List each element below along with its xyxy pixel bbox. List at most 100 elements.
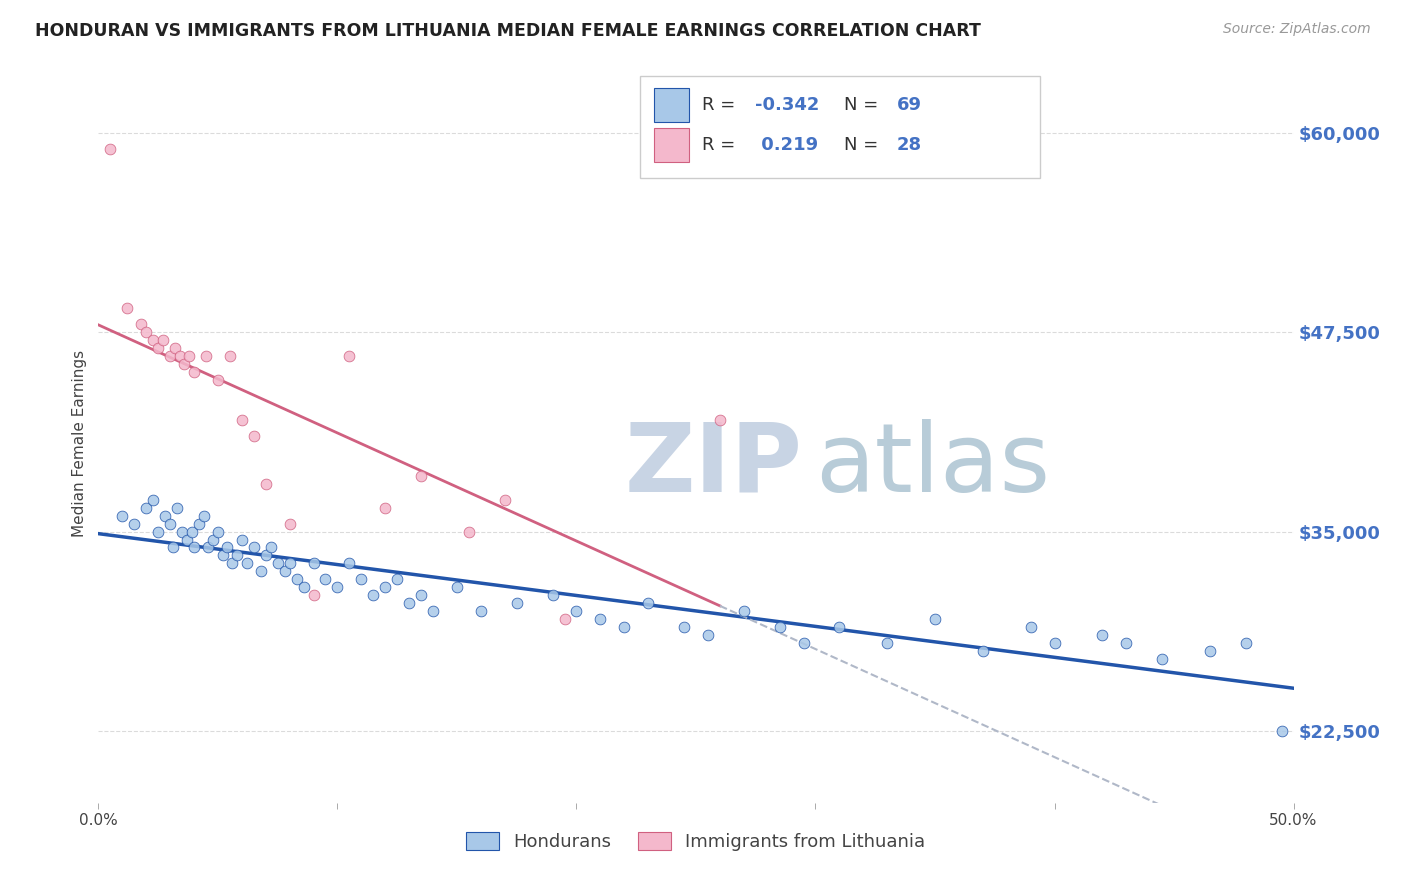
Point: [709, 413, 731, 427]
Point: [411, 588, 433, 602]
Point: [193, 508, 215, 523]
Point: [250, 565, 273, 579]
Point: [243, 429, 266, 443]
Point: [541, 588, 564, 602]
Point: [98, 142, 122, 156]
Point: [195, 349, 218, 363]
Point: [285, 573, 308, 587]
Point: [207, 373, 229, 387]
Point: [1152, 652, 1174, 666]
Text: R =: R =: [702, 96, 741, 114]
Point: [339, 349, 361, 363]
Point: [231, 533, 253, 547]
Point: [302, 557, 325, 571]
Point: [350, 573, 373, 587]
Point: [565, 604, 588, 618]
Point: [162, 541, 184, 555]
Point: [876, 636, 898, 650]
Point: [315, 573, 337, 587]
Y-axis label: Median Female Earnings: Median Female Earnings: [72, 351, 87, 537]
Point: [733, 604, 755, 618]
Point: [470, 604, 492, 618]
Point: [411, 468, 433, 483]
Point: [673, 620, 696, 634]
Point: [374, 500, 396, 515]
Text: R =: R =: [702, 136, 741, 154]
Point: [613, 620, 636, 634]
Point: [183, 541, 205, 555]
Point: [278, 557, 301, 571]
Point: [697, 628, 720, 642]
Point: [554, 612, 576, 626]
Point: [972, 644, 994, 658]
Text: 0.219: 0.219: [755, 136, 818, 154]
Point: [1271, 724, 1294, 739]
Text: N =: N =: [844, 96, 883, 114]
Point: [207, 524, 229, 539]
Point: [172, 524, 194, 539]
Point: [231, 413, 253, 427]
Point: [148, 524, 170, 539]
Point: [226, 549, 249, 563]
Point: [1199, 644, 1222, 658]
Point: [173, 357, 195, 371]
Point: [111, 508, 134, 523]
Point: [924, 612, 946, 626]
Point: [589, 612, 612, 626]
Point: [769, 620, 792, 634]
Point: [163, 341, 186, 355]
Text: ZIP: ZIP: [624, 419, 803, 512]
Point: [374, 580, 396, 594]
Point: [166, 500, 188, 515]
Point: [159, 516, 181, 531]
Text: -0.342: -0.342: [755, 96, 820, 114]
Point: [243, 541, 266, 555]
Point: [183, 365, 205, 379]
Point: [793, 636, 815, 650]
Point: [124, 516, 146, 531]
Point: [179, 349, 201, 363]
Point: [152, 333, 174, 347]
Point: [494, 492, 516, 507]
Point: [219, 349, 242, 363]
Point: [398, 596, 420, 610]
Point: [1091, 628, 1114, 642]
Point: [142, 333, 165, 347]
Point: [326, 580, 349, 594]
Point: [259, 541, 281, 555]
Point: [1043, 636, 1066, 650]
Point: [115, 301, 138, 315]
Point: [197, 541, 219, 555]
Point: [1019, 620, 1042, 634]
Point: [187, 516, 209, 531]
Point: [267, 557, 290, 571]
Text: atlas: atlas: [815, 419, 1050, 512]
Point: [180, 524, 202, 539]
Point: [155, 508, 177, 523]
Point: [385, 573, 409, 587]
Point: [458, 524, 481, 539]
Point: [176, 533, 198, 547]
Point: [254, 549, 277, 563]
Point: [506, 596, 529, 610]
Point: [292, 580, 315, 594]
Point: [202, 533, 225, 547]
Text: Source: ZipAtlas.com: Source: ZipAtlas.com: [1223, 22, 1371, 37]
Legend: Hondurans, Immigrants from Lithuania: Hondurans, Immigrants from Lithuania: [460, 824, 932, 858]
Point: [1115, 636, 1137, 650]
Point: [302, 588, 325, 602]
Text: 28: 28: [897, 136, 922, 154]
Point: [339, 557, 361, 571]
Point: [446, 580, 468, 594]
Point: [221, 557, 243, 571]
Point: [828, 620, 851, 634]
Point: [211, 549, 233, 563]
Text: HONDURAN VS IMMIGRANTS FROM LITHUANIA MEDIAN FEMALE EARNINGS CORRELATION CHART: HONDURAN VS IMMIGRANTS FROM LITHUANIA ME…: [35, 22, 981, 40]
Point: [1234, 636, 1257, 650]
Point: [363, 588, 385, 602]
Text: N =: N =: [844, 136, 883, 154]
Point: [142, 492, 165, 507]
Point: [235, 557, 257, 571]
Point: [131, 317, 153, 331]
Point: [254, 476, 277, 491]
